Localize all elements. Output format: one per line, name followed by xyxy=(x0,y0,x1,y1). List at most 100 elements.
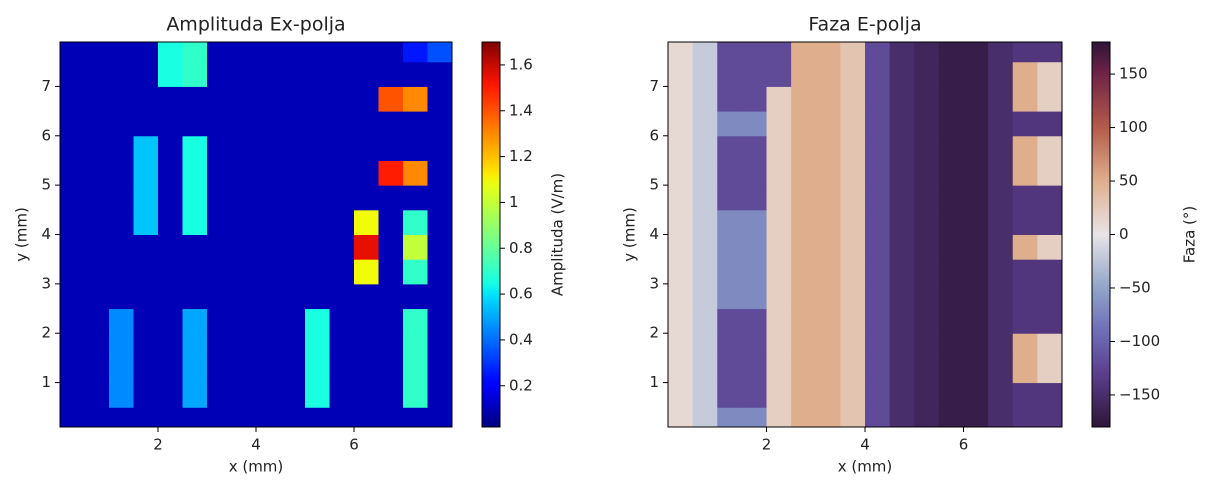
heatmap-cell xyxy=(60,333,85,359)
heatmap-cell xyxy=(84,135,110,161)
heatmap-cell xyxy=(840,160,866,186)
heatmap-cell xyxy=(84,86,110,112)
heatmap-cell xyxy=(231,209,257,235)
heatmap-cell xyxy=(741,135,767,161)
heatmap-cell xyxy=(938,135,964,161)
heatmap-cell xyxy=(791,234,817,260)
heatmap-cell xyxy=(354,135,379,161)
heatmap-cell xyxy=(889,135,915,161)
heatmap-cell xyxy=(914,234,940,260)
heatmap-cell xyxy=(914,407,940,427)
heatmap-cell xyxy=(914,135,940,161)
heatmap-cell xyxy=(791,259,817,285)
heatmap-cell xyxy=(403,333,428,359)
heatmap-cell xyxy=(305,111,330,137)
heatmap-cell xyxy=(427,111,452,137)
heatmap-cell xyxy=(231,333,257,359)
heatmap-cell xyxy=(60,160,85,186)
heatmap-cell xyxy=(427,407,452,427)
heatmap-cell xyxy=(791,42,817,63)
y-tick-label: 6 xyxy=(649,126,659,144)
heatmap-cell xyxy=(60,283,85,310)
heatmap-cell xyxy=(815,259,841,285)
heatmap-cell xyxy=(865,209,891,235)
heatmap-cell xyxy=(766,308,792,334)
heatmap-cell xyxy=(889,234,915,260)
heatmap-cell xyxy=(668,283,694,310)
heatmap-cell xyxy=(865,259,891,285)
heatmap-cell xyxy=(815,135,841,161)
heatmap-cell xyxy=(963,259,989,285)
colorbar xyxy=(481,41,501,428)
heatmap-cell xyxy=(692,283,718,310)
heatmap-cell xyxy=(182,308,208,334)
heatmap-cell xyxy=(378,135,404,161)
heatmap-cell xyxy=(889,42,915,63)
heatmap-cell xyxy=(988,160,1014,186)
heatmap-cell xyxy=(889,160,915,186)
heatmap-cell xyxy=(938,160,964,186)
heatmap-cell xyxy=(280,160,306,186)
heatmap-cell xyxy=(840,86,866,112)
colorbar-label: Faza (°) xyxy=(1181,206,1199,263)
heatmap-cell xyxy=(963,407,989,427)
heatmap-cell xyxy=(741,382,767,408)
heatmap-cell xyxy=(427,135,452,161)
colorbar-tick-label: 1.2 xyxy=(509,147,533,165)
heatmap-cell xyxy=(329,185,355,211)
heatmap-cell xyxy=(914,308,940,334)
heatmap-cell xyxy=(988,111,1014,137)
heatmap-cell xyxy=(963,209,989,235)
heatmap-cell xyxy=(305,308,330,334)
heatmap-cell xyxy=(378,283,404,310)
heatmap-cell xyxy=(717,209,743,235)
colorbar xyxy=(1091,41,1111,428)
heatmap-cell xyxy=(133,86,159,112)
heatmap-cell xyxy=(668,135,694,161)
heatmap-cell xyxy=(1012,357,1038,384)
heatmap-cell xyxy=(692,209,718,235)
heatmap-cell xyxy=(692,160,718,186)
heatmap-cell xyxy=(280,185,306,211)
heatmap-cell xyxy=(791,160,817,186)
heatmap-cell xyxy=(182,234,208,260)
heatmap-cell xyxy=(109,234,134,260)
heatmap-cell xyxy=(158,86,183,112)
heatmap-cell xyxy=(1037,86,1062,112)
heatmap-cell xyxy=(766,86,792,112)
heatmap-cell xyxy=(963,42,989,63)
heatmap-cell xyxy=(938,357,964,384)
heatmap-cell xyxy=(158,308,183,334)
heatmap-cell xyxy=(305,333,330,359)
heatmap-cell xyxy=(182,283,208,310)
heatmap-cell xyxy=(427,209,452,235)
heatmap-cell xyxy=(403,160,428,186)
heatmap-cell xyxy=(305,42,330,63)
heatmap-cell xyxy=(938,333,964,359)
heatmap-cell xyxy=(158,185,183,211)
heatmap-cell xyxy=(963,308,989,334)
heatmap-cell xyxy=(207,234,232,260)
colorbar-tick-label: 1.6 xyxy=(509,55,533,73)
heatmap-cell xyxy=(1037,185,1062,211)
heatmap-cell xyxy=(158,42,183,63)
heatmap-cell xyxy=(84,333,110,359)
heatmap-cell xyxy=(865,86,891,112)
heatmap-cell xyxy=(815,333,841,359)
heatmap-cell xyxy=(791,209,817,235)
heatmap-cell xyxy=(791,111,817,137)
heatmap-cell xyxy=(158,333,183,359)
heatmap-cell xyxy=(60,357,85,384)
heatmap-cell xyxy=(914,357,940,384)
heatmap-cell xyxy=(403,61,428,87)
heatmap-cell xyxy=(938,407,964,427)
heatmap-cell xyxy=(280,382,306,408)
heatmap-cell xyxy=(182,357,208,384)
colorbar-tick-label: 0.8 xyxy=(509,239,533,257)
heatmap-cell xyxy=(378,382,404,408)
heatmap-cell xyxy=(889,259,915,285)
heatmap-cell xyxy=(741,333,767,359)
heatmap-cell xyxy=(354,42,379,63)
heatmap-cell xyxy=(256,61,281,87)
heatmap-cell xyxy=(668,61,694,87)
